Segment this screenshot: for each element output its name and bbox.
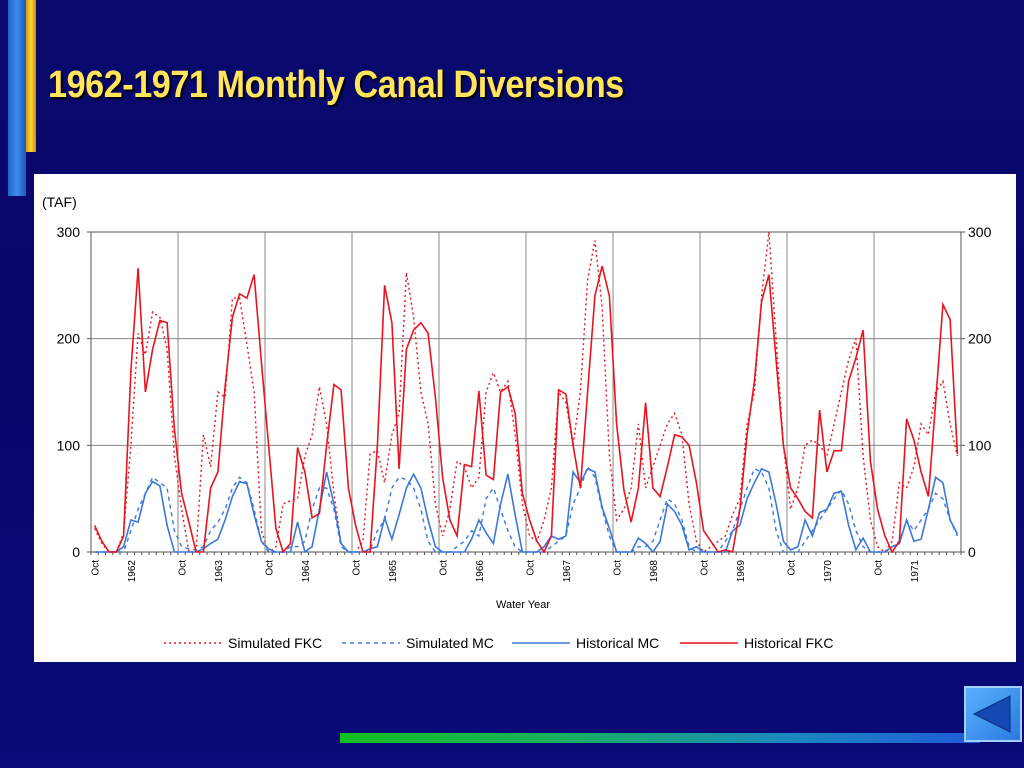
unit-label: (TAF)	[42, 194, 77, 210]
legend-label: Historical FKC	[744, 635, 833, 651]
x-tick-label: 1970	[823, 560, 834, 583]
x-tick-label: 1969	[736, 560, 747, 583]
chart-panel: 0 0 100 100 200 200 300 300 Oct 1962 Oct 1963 Oct 19…	[34, 174, 1016, 662]
x-tick-label: 1971	[910, 560, 921, 583]
y-axis-ticks: 0 0 100 100 200 200 300 300	[57, 224, 992, 560]
x-tick-label: Oct	[787, 560, 798, 576]
footer-decorative-line	[340, 733, 980, 743]
y-tick-label-left: 300	[57, 224, 81, 240]
x-tick-label: 1966	[475, 560, 486, 583]
y-tick-label-left: 100	[57, 437, 81, 453]
x-tick-label: Oct	[700, 560, 711, 576]
x-tick-label: Oct	[439, 560, 450, 576]
legend-label: Simulated MC	[406, 635, 494, 651]
x-tick-label: 1963	[214, 560, 225, 583]
x-axis-label: Water Year	[496, 599, 550, 611]
x-tick-label: Oct	[91, 560, 102, 576]
line-chart: 0 0 100 100 200 200 300 300 Oct 1962 Oct 1963 Oct 19…	[42, 194, 992, 651]
x-tick-label: Oct	[178, 560, 189, 576]
x-tick-label: Oct	[613, 560, 624, 576]
x-tick-label: Oct	[526, 560, 537, 576]
series-line-simulated-fkc	[93, 231, 959, 554]
x-tick-label: Oct	[265, 560, 276, 576]
y-tick-label-left: 0	[72, 544, 80, 560]
x-tick-label: 1962	[127, 560, 138, 583]
accent-bar-gold	[26, 0, 36, 152]
back-button[interactable]	[964, 686, 1022, 742]
y-tick-label-right: 200	[968, 331, 992, 347]
x-tick-label: 1967	[562, 560, 573, 583]
series-line-historical-mc	[94, 467, 959, 554]
x-tick-label: 1964	[301, 560, 312, 583]
y-tick-label-left: 200	[57, 331, 81, 347]
y-tick-label-right: 300	[968, 224, 992, 240]
chart-legend: Simulated FKC Simulated MC Historical MC Hi…	[164, 635, 833, 651]
accent-bar-blue	[8, 0, 26, 196]
x-tick-label: Oct	[874, 560, 885, 576]
x-tick-label: Oct	[352, 560, 363, 576]
chart-series	[93, 231, 959, 554]
y-tick-label-right: 0	[968, 544, 976, 560]
legend-label: Simulated FKC	[228, 635, 322, 651]
series-line-historical-fkc	[93, 265, 959, 554]
back-arrow-icon	[972, 695, 1011, 733]
x-axis-ticks: Oct 1962 Oct 1963 Oct 1964 Oct 1965 Oct 1966 Oct 19…	[91, 560, 921, 583]
slide-title: 1962-1971 Monthly Canal Diversions	[48, 64, 624, 106]
x-tick-label: 1968	[649, 560, 660, 583]
legend-label: Historical MC	[576, 635, 659, 651]
x-tick-label: 1965	[388, 560, 399, 583]
y-tick-label-right: 100	[968, 437, 992, 453]
